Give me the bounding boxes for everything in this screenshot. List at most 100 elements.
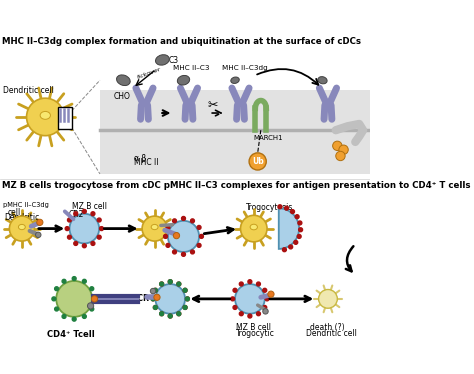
Circle shape xyxy=(177,312,181,316)
Circle shape xyxy=(233,288,237,292)
Circle shape xyxy=(173,219,176,223)
Circle shape xyxy=(36,232,41,237)
Circle shape xyxy=(191,250,194,254)
Circle shape xyxy=(248,314,252,318)
Circle shape xyxy=(142,216,167,241)
Circle shape xyxy=(336,151,345,161)
Circle shape xyxy=(168,280,172,283)
Text: death (?): death (?) xyxy=(310,323,345,332)
Circle shape xyxy=(263,288,267,292)
Text: Dendritic: Dendritic xyxy=(5,213,40,222)
Circle shape xyxy=(168,280,172,283)
Circle shape xyxy=(154,288,157,292)
Circle shape xyxy=(256,282,260,286)
Circle shape xyxy=(90,287,94,291)
Circle shape xyxy=(177,282,181,286)
Circle shape xyxy=(160,282,164,286)
Ellipse shape xyxy=(117,75,130,86)
Circle shape xyxy=(92,297,96,301)
Circle shape xyxy=(166,226,170,229)
Circle shape xyxy=(97,235,101,239)
Circle shape xyxy=(154,306,157,309)
Circle shape xyxy=(295,215,299,219)
Circle shape xyxy=(164,234,167,238)
Circle shape xyxy=(177,312,181,316)
Circle shape xyxy=(154,306,157,309)
Circle shape xyxy=(72,317,76,321)
Text: tickover: tickover xyxy=(136,66,162,80)
Text: pMHC II–C3dg: pMHC II–C3dg xyxy=(3,202,49,208)
Circle shape xyxy=(263,309,268,314)
Circle shape xyxy=(183,288,187,292)
Ellipse shape xyxy=(177,76,190,85)
Circle shape xyxy=(160,312,164,316)
Circle shape xyxy=(154,294,160,300)
Wedge shape xyxy=(279,208,299,249)
Circle shape xyxy=(70,214,99,243)
Circle shape xyxy=(278,205,282,209)
Circle shape xyxy=(268,291,274,297)
Text: Dendritic cell: Dendritic cell xyxy=(306,328,357,338)
Text: MHC II: MHC II xyxy=(134,158,158,167)
Circle shape xyxy=(185,297,189,301)
Circle shape xyxy=(240,215,267,242)
Circle shape xyxy=(191,219,194,223)
Circle shape xyxy=(72,277,76,280)
Text: MZ B cells trogocytose from cDC pMHC II–C3 complexes for antigen presentation to: MZ B cells trogocytose from cDC pMHC II–… xyxy=(1,181,470,190)
Circle shape xyxy=(91,212,95,216)
Circle shape xyxy=(233,306,237,309)
Circle shape xyxy=(90,307,94,311)
Circle shape xyxy=(67,218,72,222)
Text: C3: C3 xyxy=(169,56,179,65)
Text: MARCH1: MARCH1 xyxy=(254,135,283,141)
Circle shape xyxy=(183,288,187,292)
Circle shape xyxy=(56,281,92,317)
Circle shape xyxy=(36,219,43,226)
Circle shape xyxy=(239,312,243,316)
Circle shape xyxy=(52,297,56,301)
Text: ✂: ✂ xyxy=(207,99,218,112)
Circle shape xyxy=(168,314,172,318)
Circle shape xyxy=(298,221,302,225)
Circle shape xyxy=(249,153,266,170)
Circle shape xyxy=(185,297,189,301)
Circle shape xyxy=(285,206,289,210)
Circle shape xyxy=(256,312,260,316)
Circle shape xyxy=(297,234,301,238)
Circle shape xyxy=(289,245,292,249)
Circle shape xyxy=(248,280,252,283)
Circle shape xyxy=(183,306,187,309)
Circle shape xyxy=(333,141,342,150)
Text: cell: cell xyxy=(8,208,21,217)
Circle shape xyxy=(88,303,94,309)
Circle shape xyxy=(173,233,180,239)
Circle shape xyxy=(27,98,64,136)
Text: MHC II–C3: MHC II–C3 xyxy=(173,65,210,71)
Circle shape xyxy=(291,210,294,214)
Circle shape xyxy=(67,235,72,239)
Circle shape xyxy=(294,240,298,244)
Circle shape xyxy=(283,248,286,252)
Circle shape xyxy=(200,234,203,238)
Circle shape xyxy=(91,296,98,302)
Circle shape xyxy=(183,306,187,309)
Circle shape xyxy=(177,282,181,286)
Ellipse shape xyxy=(155,55,169,65)
Circle shape xyxy=(91,242,95,245)
Circle shape xyxy=(82,279,86,283)
Bar xyxy=(58,107,72,129)
Circle shape xyxy=(239,282,243,286)
Circle shape xyxy=(150,288,156,294)
Circle shape xyxy=(82,209,86,213)
Text: MHC II–C3dg: MHC II–C3dg xyxy=(222,65,267,71)
Ellipse shape xyxy=(250,224,257,230)
Circle shape xyxy=(166,243,170,247)
Circle shape xyxy=(197,226,201,229)
Circle shape xyxy=(82,244,86,248)
Circle shape xyxy=(9,216,34,241)
Ellipse shape xyxy=(40,111,50,119)
Circle shape xyxy=(151,297,155,301)
Ellipse shape xyxy=(18,224,25,230)
Circle shape xyxy=(82,315,86,318)
Text: Ub: Ub xyxy=(252,157,264,166)
